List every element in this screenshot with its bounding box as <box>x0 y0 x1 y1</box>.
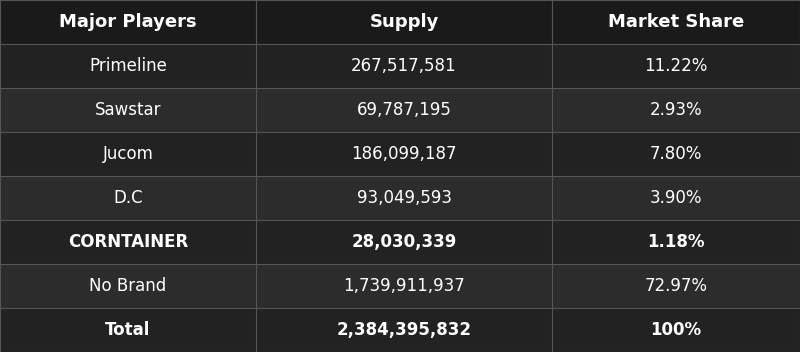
Bar <box>552 308 800 352</box>
Text: Total: Total <box>106 321 150 339</box>
Text: 1,739,911,937: 1,739,911,937 <box>343 277 465 295</box>
Bar <box>552 0 800 44</box>
Bar <box>256 132 552 176</box>
Text: 28,030,339: 28,030,339 <box>351 233 457 251</box>
Bar <box>256 0 552 44</box>
Text: 267,517,581: 267,517,581 <box>351 57 457 75</box>
Text: Jucom: Jucom <box>102 145 154 163</box>
Bar <box>0 220 256 264</box>
Text: Sawstar: Sawstar <box>94 101 162 119</box>
Bar <box>0 264 256 308</box>
Text: 2,384,395,832: 2,384,395,832 <box>337 321 471 339</box>
Bar <box>552 88 800 132</box>
Text: 2.93%: 2.93% <box>650 101 702 119</box>
Bar <box>256 44 552 88</box>
Text: Primeline: Primeline <box>89 57 167 75</box>
Text: No Brand: No Brand <box>90 277 166 295</box>
Text: 7.80%: 7.80% <box>650 145 702 163</box>
Bar <box>552 44 800 88</box>
Bar <box>0 88 256 132</box>
Text: 186,099,187: 186,099,187 <box>351 145 457 163</box>
Text: 3.90%: 3.90% <box>650 189 702 207</box>
Text: Market Share: Market Share <box>608 13 744 31</box>
Bar <box>0 0 256 44</box>
Text: 93,049,593: 93,049,593 <box>357 189 451 207</box>
Bar <box>256 308 552 352</box>
Text: 69,787,195: 69,787,195 <box>357 101 451 119</box>
Text: 100%: 100% <box>650 321 702 339</box>
Bar <box>0 44 256 88</box>
Text: Major Players: Major Players <box>59 13 197 31</box>
Bar <box>552 220 800 264</box>
Bar <box>256 220 552 264</box>
Bar <box>0 132 256 176</box>
Bar <box>552 132 800 176</box>
Text: 72.97%: 72.97% <box>645 277 707 295</box>
Text: Supply: Supply <box>370 13 438 31</box>
Text: 1.18%: 1.18% <box>647 233 705 251</box>
Bar <box>552 176 800 220</box>
Bar <box>552 264 800 308</box>
Text: 11.22%: 11.22% <box>644 57 708 75</box>
Bar <box>256 264 552 308</box>
Text: D.C: D.C <box>113 189 143 207</box>
Bar <box>256 88 552 132</box>
Bar <box>256 176 552 220</box>
Bar <box>0 308 256 352</box>
Bar <box>0 176 256 220</box>
Text: CORNTAINER: CORNTAINER <box>68 233 188 251</box>
